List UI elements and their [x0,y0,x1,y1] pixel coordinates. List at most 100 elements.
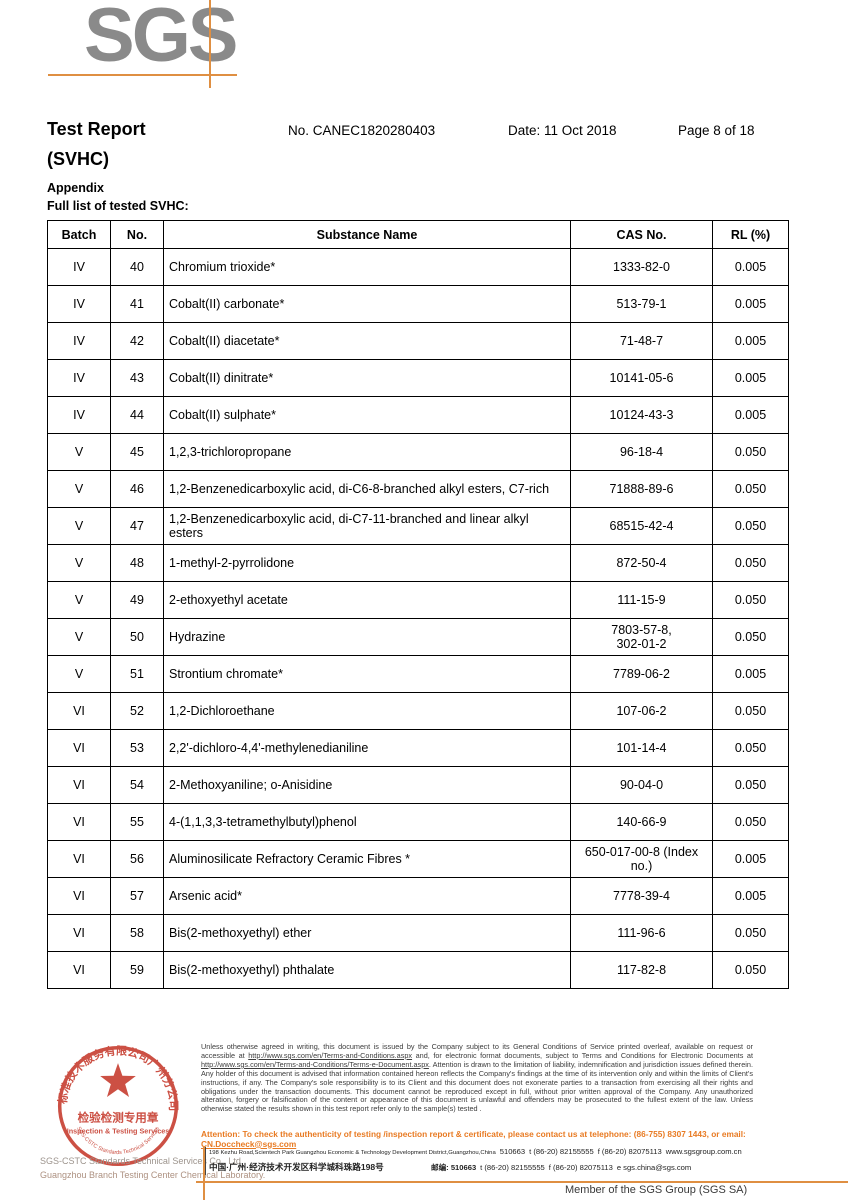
cell-batch: IV [47,285,111,323]
cell-batch: VI [47,877,111,915]
sgs-logo: SGS [84,0,238,78]
cell-no: 41 [110,285,164,323]
table-row: IV 43 Cobalt(II) dinitrate* 10141-05-6 0… [47,359,789,397]
address-chinese: 中国·广州·经济技术开发区科学城科珠路198号 [209,1162,384,1172]
logo-horizontal-line [48,74,237,76]
table-row: VI 57 Arsenic acid* 7778-39-4 0.005 [47,877,789,915]
col-header-substance: Substance Name [163,220,571,249]
report-title: Test Report [47,119,146,139]
table-row: V 45 1,2,3-trichloropropane 96-18-4 0.05… [47,433,789,471]
inspection-stamp-seal: 标准技术服务有限公司广州分公司 SGS-CSTC Standards Techn… [52,1040,180,1167]
email-link[interactable]: e sgs.china@sgs.com [616,1163,692,1172]
report-date: Date: 11 Oct 2018 [508,123,617,138]
cell-no: 54 [110,766,164,804]
table-row: V 49 2-ethoxyethyl acetate 111-15-9 0.05… [47,581,789,619]
cell-no: 40 [110,248,164,286]
disclaimer-seg3: . Attention is drawn to the limitation o… [201,1059,753,1114]
cell-batch: IV [47,359,111,397]
cell-batch: VI [47,951,111,989]
cell-cas-number: 140-66-9 [570,803,713,841]
cell-rl-percent: 0.005 [712,285,789,323]
cell-batch: VI [47,803,111,841]
cell-substance-name: 1-methyl-2-pyrrolidone [163,544,571,582]
cell-no: 53 [110,729,164,767]
address-block: 198 Kezhu Road,Scientech Park Guangzhou … [205,1147,755,1175]
cell-cas-number: 71-48-7 [570,322,713,360]
table-row: VI 53 2,2'-dichloro-4,4'-methylenedianil… [47,729,789,767]
doccheck-email-link[interactable]: CN.Doccheck@sgs.com [201,1138,297,1149]
cell-rl-percent: 0.050 [712,914,789,952]
cell-batch: V [47,581,111,619]
cell-rl-percent: 0.050 [712,692,789,730]
cell-substance-name: 2,2'-dichloro-4,4'-methylenedianiline [163,729,571,767]
cell-batch: IV [47,248,111,286]
cell-no: 52 [110,692,164,730]
cell-cas-number: 650-017-00-8 (Index no.) [570,840,713,878]
table-row: V 48 1-methyl-2-pyrrolidone 872-50-4 0.0… [47,544,789,582]
cell-cas-number: 7789-06-2 [570,655,713,693]
website-link[interactable]: www.sgsgroup.com.cn [665,1147,742,1156]
table-row: IV 44 Cobalt(II) sulphate* 10124-43-3 0.… [47,396,789,434]
cell-rl-percent: 0.050 [712,729,789,767]
cell-rl-percent: 0.005 [712,877,789,915]
cell-cas-number: 90-04-0 [570,766,713,804]
cell-substance-name: Cobalt(II) sulphate* [163,396,571,434]
fax-chinese: f (86-20) 82075113 [548,1163,613,1172]
cell-substance-name: 1,2,3-trichloropropane [163,433,571,471]
report-number: No. CANEC1820280403 [288,123,436,138]
cell-no: 51 [110,655,164,693]
cell-substance-name: Aluminosilicate Refractory Ceramic Fibre… [163,840,571,878]
table-row: V 51 Strontium chromate* 7789-06-2 0.005 [47,655,789,693]
table-caption: Full list of tested SVHC: [47,199,189,213]
cell-cas-number: 513-79-1 [570,285,713,323]
cell-substance-name: Bis(2-methoxyethyl) phthalate [163,951,571,989]
cell-no: 44 [110,396,164,434]
cell-no: 56 [110,840,164,878]
cell-batch: VI [47,840,111,878]
cell-cas-number: 71888-89-6 [570,470,713,508]
cell-rl-percent: 0.050 [712,470,789,508]
table-row: V 50 Hydrazine 7803-57-8, 302-01-2 0.050 [47,618,789,656]
cell-cas-number: 10141-05-6 [570,359,713,397]
cell-rl-percent: 0.050 [712,433,789,471]
cell-substance-name: 1,2-Benzenedicarboxylic acid, di-C6-8-br… [163,470,571,508]
cell-rl-percent: 0.050 [712,544,789,582]
table-row: VI 59 Bis(2-methoxyethyl) phthalate 117-… [47,951,789,989]
cell-rl-percent: 0.050 [712,581,789,619]
cell-no: 47 [110,507,164,545]
cell-cas-number: 7803-57-8, 302-01-2 [570,618,713,656]
table-header-row: Batch No. Substance Name CAS No. RL (%) [47,220,789,249]
disclaimer-seg2: and, for electronic format documents, su… [412,1050,753,1060]
attention-notice: Attention: To check the authenticity of … [201,1129,757,1149]
footer-orange-rule [196,1181,848,1183]
terms-conditions-link[interactable]: http://www.sgs.com/en/Terms-and-Conditio… [248,1050,413,1060]
stamp-circle [57,1045,179,1167]
terms-e-document-link[interactable]: http://www.sgs.com/en/Terms-and-Conditio… [201,1059,429,1069]
table-row: IV 41 Cobalt(II) carbonate* 513-79-1 0.0… [47,285,789,323]
postcode-chinese: 邮编: 510663 [431,1163,477,1172]
cell-substance-name: 4-(1,1,3,3-tetramethylbutyl)phenol [163,803,571,841]
table-row: V 47 1,2-Benzenedicarboxylic acid, di-C7… [47,507,789,545]
cell-batch: V [47,618,111,656]
cell-batch: V [47,544,111,582]
logo-vertical-line [209,0,211,88]
cell-no: 59 [110,951,164,989]
cell-no: 48 [110,544,164,582]
cell-cas-number: 1333-82-0 [570,248,713,286]
fax-english: f (86-20) 82075113 [597,1147,662,1156]
cell-cas-number: 68515-42-4 [570,507,713,545]
cell-rl-percent: 0.005 [712,396,789,434]
disclaimer-seg1: Unless otherwise agreed in writing, this… [201,1042,753,1060]
telephone-chinese: t (86-20) 82155555 [480,1163,545,1172]
address-row-english: 198 Kezhu Road,Scientech Park Guangzhou … [209,1147,755,1161]
table-row: IV 40 Chromium trioxide* 1333-82-0 0.005 [47,248,789,286]
cell-no: 50 [110,618,164,656]
cell-batch: IV [47,396,111,434]
telephone-english: t (86-20) 82155555 [529,1147,594,1156]
cell-substance-name: 2-ethoxyethyl acetate [163,581,571,619]
terms-disclaimer: Unless otherwise agreed in writing, this… [201,1042,753,1114]
cell-no: 49 [110,581,164,619]
stamp-english-label: Inspection & Testing Services [67,1127,170,1136]
cell-batch: VI [47,729,111,767]
cell-substance-name: Cobalt(II) diacetate* [163,322,571,360]
